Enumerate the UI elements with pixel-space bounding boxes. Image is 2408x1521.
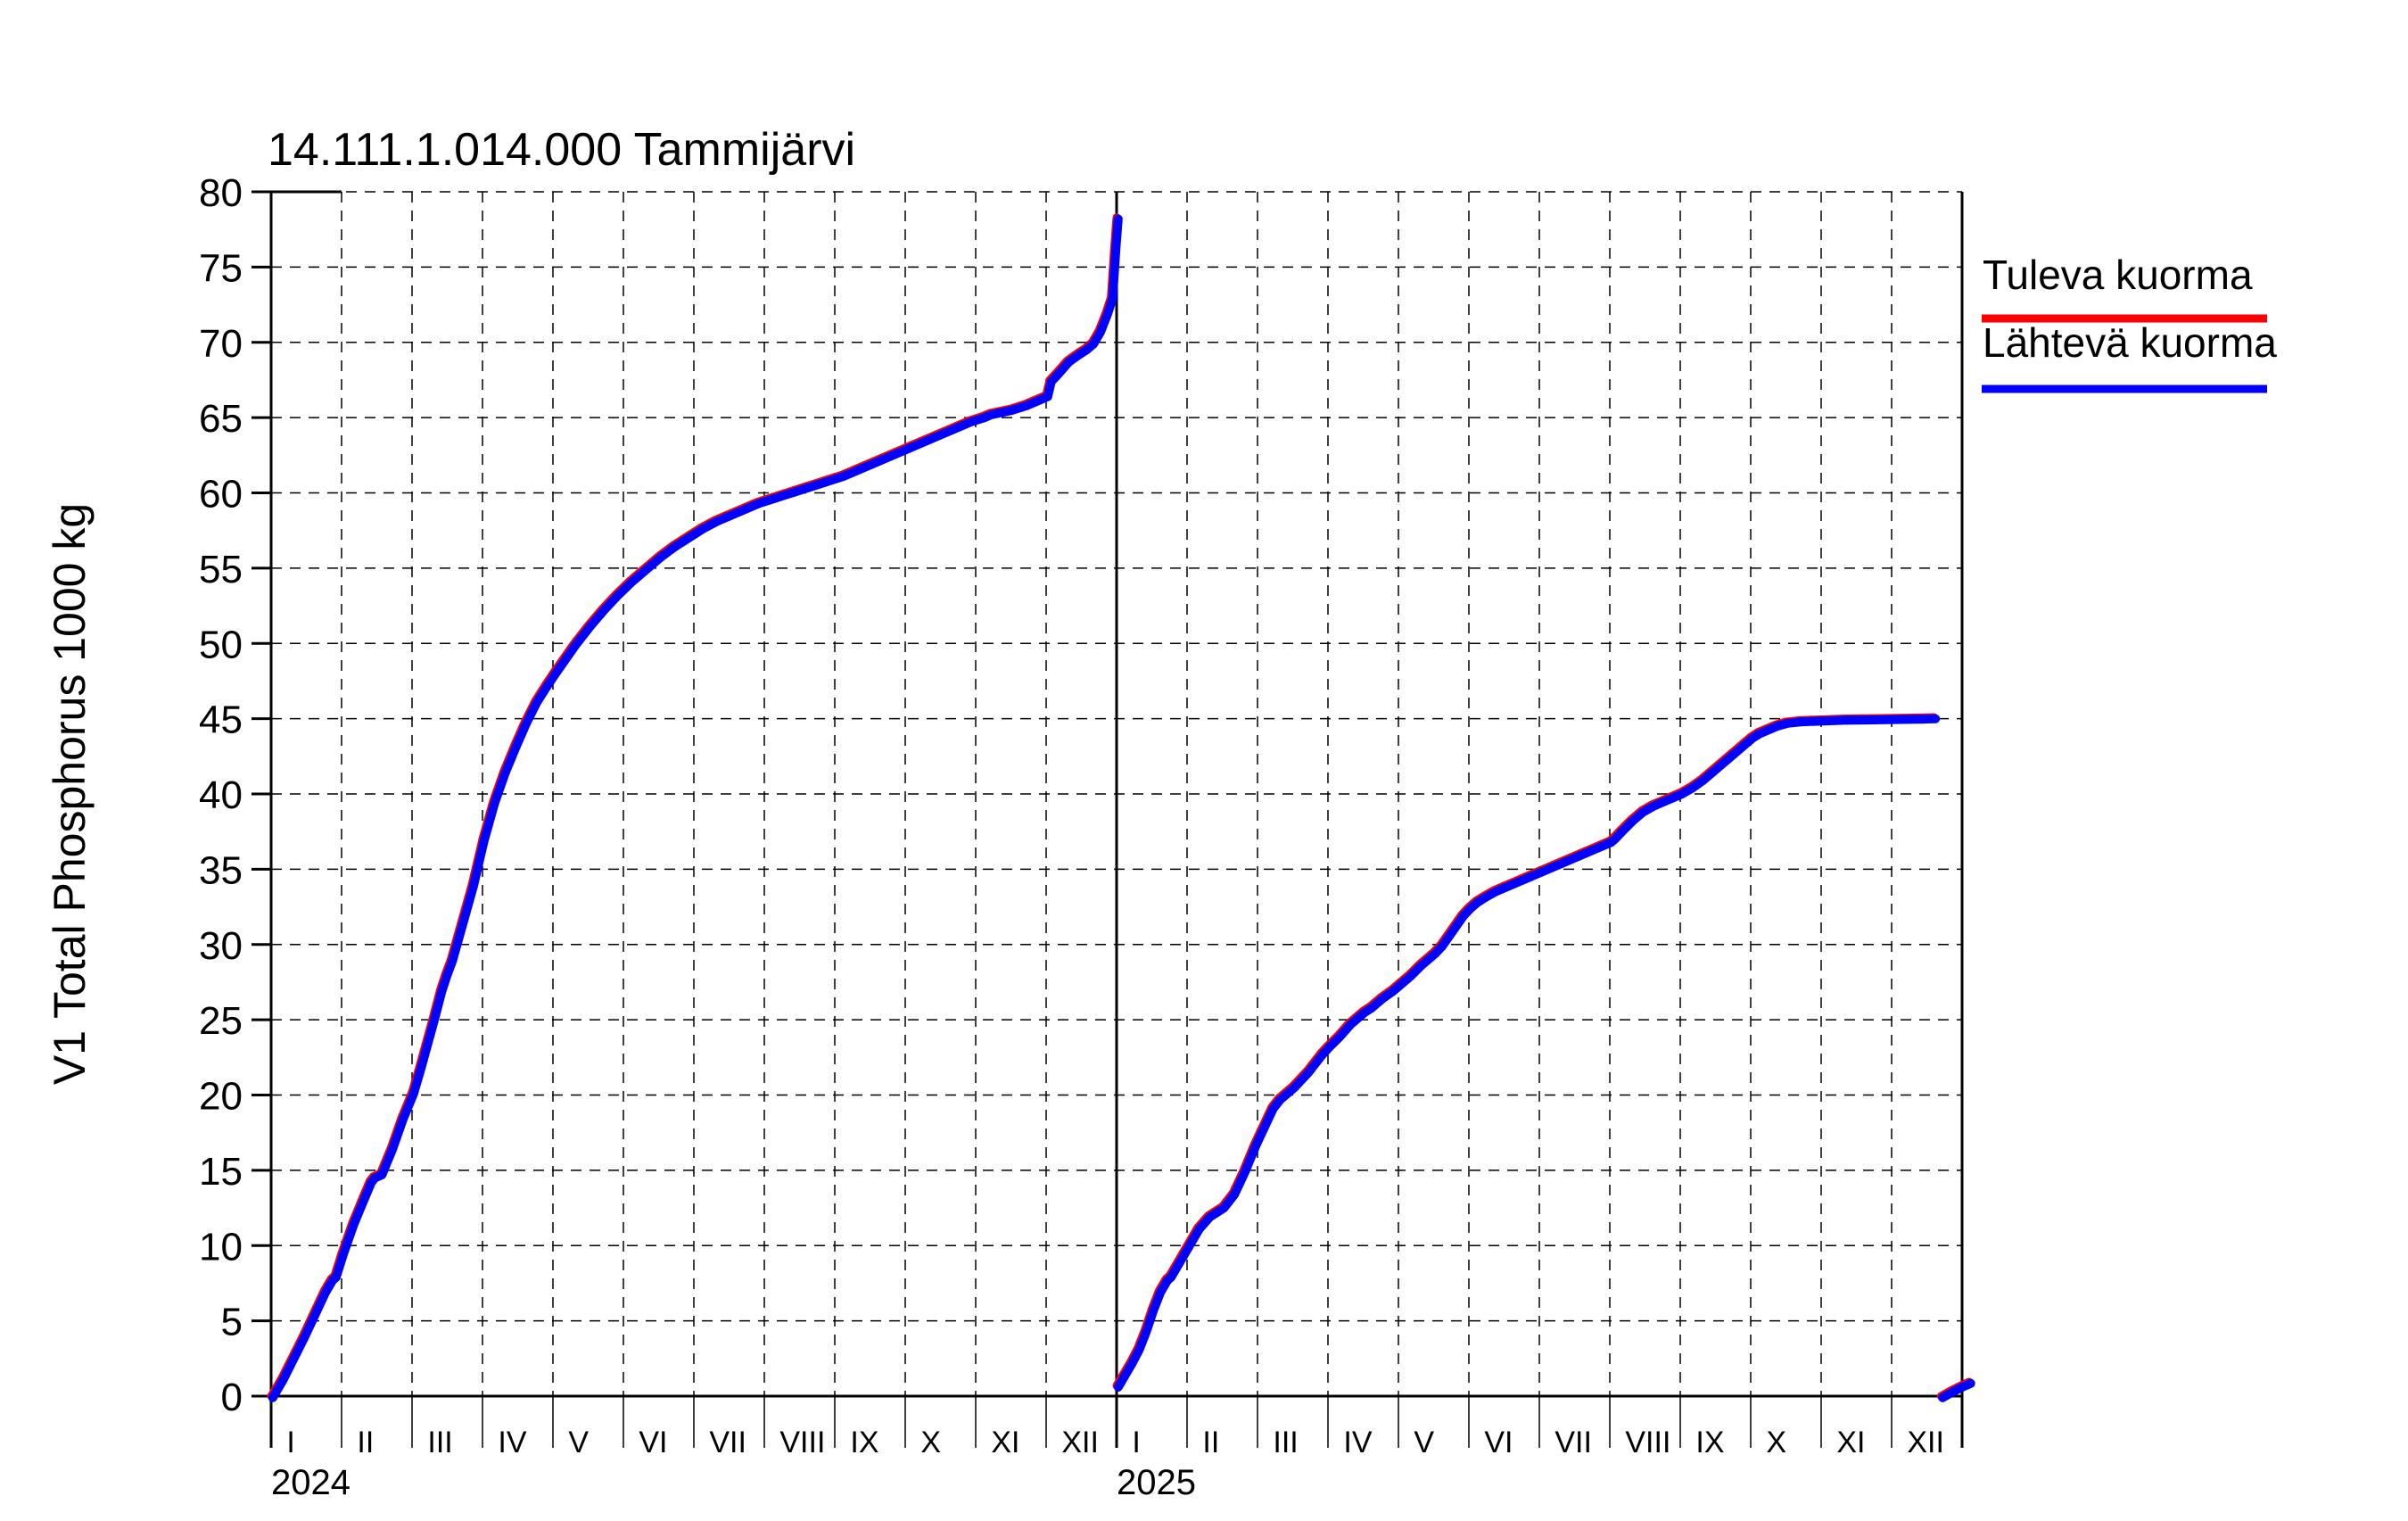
svg-text:0: 0 xyxy=(221,1376,243,1419)
svg-text:15: 15 xyxy=(199,1150,243,1194)
svg-text:II: II xyxy=(357,1426,374,1459)
svg-text:80: 80 xyxy=(199,171,243,215)
svg-text:14.111.1.014.000 Tammijärvi: 14.111.1.014.000 Tammijärvi xyxy=(268,124,855,176)
svg-text:10: 10 xyxy=(199,1225,243,1269)
svg-text:Lähtevä kuorma: Lähtevä kuorma xyxy=(1983,319,2277,366)
svg-text:XI: XI xyxy=(1836,1426,1865,1459)
svg-text:65: 65 xyxy=(199,397,243,441)
svg-text:VI: VI xyxy=(639,1426,667,1459)
svg-text:V: V xyxy=(1414,1426,1434,1459)
svg-text:45: 45 xyxy=(199,699,243,742)
svg-text:20: 20 xyxy=(199,1075,243,1119)
svg-text:III: III xyxy=(1273,1426,1298,1459)
svg-text:2024: 2024 xyxy=(271,1463,350,1502)
svg-text:V1 Total Phosphorus 1000 kg: V1 Total Phosphorus 1000 kg xyxy=(45,503,95,1085)
svg-text:50: 50 xyxy=(199,623,243,666)
svg-text:VI: VI xyxy=(1484,1426,1513,1459)
svg-text:60: 60 xyxy=(199,473,243,517)
svg-text:XI: XI xyxy=(991,1426,1019,1459)
svg-text:Tuleva kuorma: Tuleva kuorma xyxy=(1983,252,2253,298)
svg-text:XII: XII xyxy=(1061,1426,1099,1459)
svg-text:VII: VII xyxy=(1554,1426,1592,1459)
svg-text:25: 25 xyxy=(199,999,243,1043)
svg-text:VIII: VIII xyxy=(779,1426,825,1459)
svg-text:XII: XII xyxy=(1907,1426,1944,1459)
svg-text:2025: 2025 xyxy=(1117,1463,1196,1502)
svg-text:40: 40 xyxy=(199,773,243,817)
svg-text:55: 55 xyxy=(199,548,243,591)
svg-text:I: I xyxy=(286,1426,294,1459)
svg-text:II: II xyxy=(1202,1426,1219,1459)
svg-text:IX: IX xyxy=(850,1426,878,1459)
svg-text:V: V xyxy=(568,1426,589,1459)
svg-text:X: X xyxy=(1766,1426,1786,1459)
svg-text:5: 5 xyxy=(221,1301,243,1344)
svg-text:IV: IV xyxy=(1343,1426,1372,1459)
svg-text:III: III xyxy=(427,1426,452,1459)
svg-text:35: 35 xyxy=(199,848,243,892)
svg-text:VII: VII xyxy=(709,1426,746,1459)
svg-text:IX: IX xyxy=(1695,1426,1724,1459)
svg-text:70: 70 xyxy=(199,322,243,366)
svg-text:30: 30 xyxy=(199,924,243,968)
svg-text:VIII: VIII xyxy=(1625,1426,1670,1459)
svg-text:IV: IV xyxy=(498,1426,526,1459)
svg-text:75: 75 xyxy=(199,246,243,290)
svg-text:I: I xyxy=(1132,1426,1140,1459)
svg-text:X: X xyxy=(920,1426,941,1459)
